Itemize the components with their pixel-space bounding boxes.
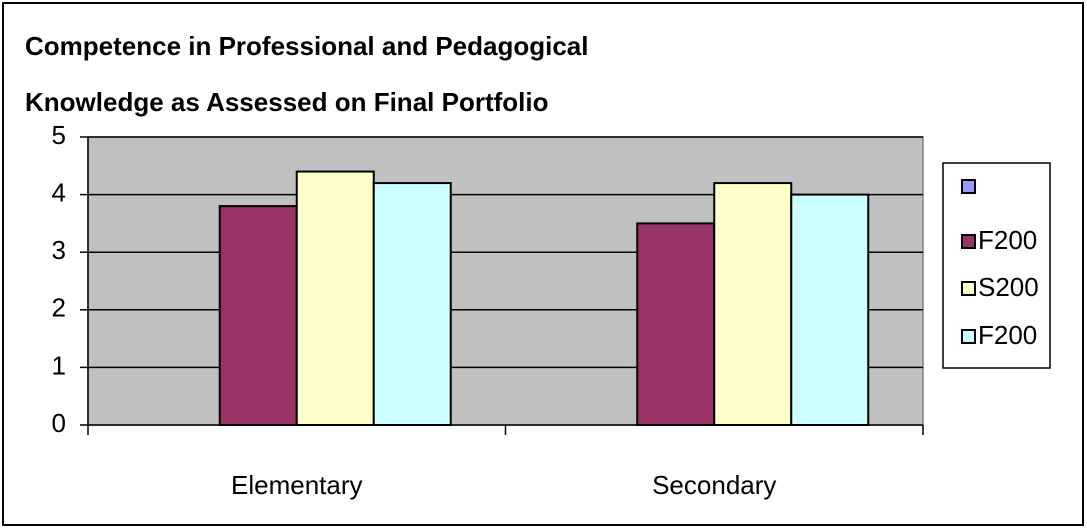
y-tick-label: 4 <box>52 177 66 207</box>
bar <box>790 193 870 426</box>
y-tick-label: 1 <box>52 350 66 380</box>
y-tick-label: 5 <box>52 120 66 150</box>
bar <box>218 205 298 426</box>
legend-label: F200 <box>978 225 1037 255</box>
legend-swatch <box>961 179 976 194</box>
bar <box>295 170 375 426</box>
bar <box>372 182 452 426</box>
legend <box>942 162 1051 369</box>
y-tick-label: 2 <box>52 293 66 323</box>
legend-label: F200 <box>978 320 1037 350</box>
chart-title: Knowledge as Assessed on Final Portfolio <box>25 87 548 117</box>
x-tick-label: Elementary <box>231 470 363 500</box>
legend-swatch <box>961 281 976 296</box>
y-tick-label: 0 <box>52 408 66 438</box>
y-tick-label: 3 <box>52 235 66 265</box>
legend-label: S200 <box>978 272 1039 302</box>
bar <box>713 182 793 426</box>
legend-swatch <box>961 234 976 249</box>
legend-swatch <box>961 329 976 344</box>
bar <box>636 222 716 426</box>
x-tick-label: Secondary <box>652 470 776 500</box>
chart-title: Competence in Professional and Pedagogic… <box>25 31 588 61</box>
